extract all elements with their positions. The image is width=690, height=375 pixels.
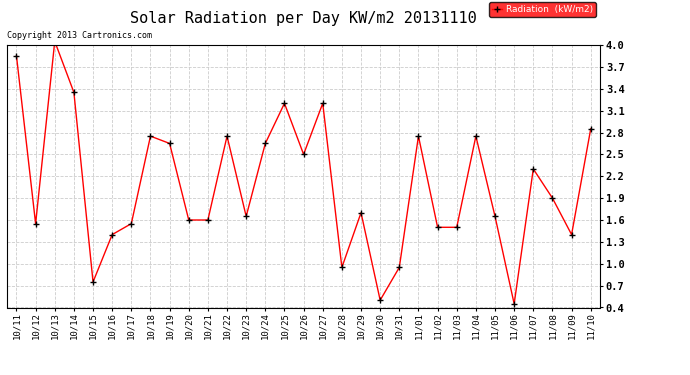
Text: Solar Radiation per Day KW/m2 20131110: Solar Radiation per Day KW/m2 20131110 xyxy=(130,11,477,26)
Legend: Radiation  (kW/m2): Radiation (kW/m2) xyxy=(489,2,595,16)
Text: Copyright 2013 Cartronics.com: Copyright 2013 Cartronics.com xyxy=(7,31,152,40)
